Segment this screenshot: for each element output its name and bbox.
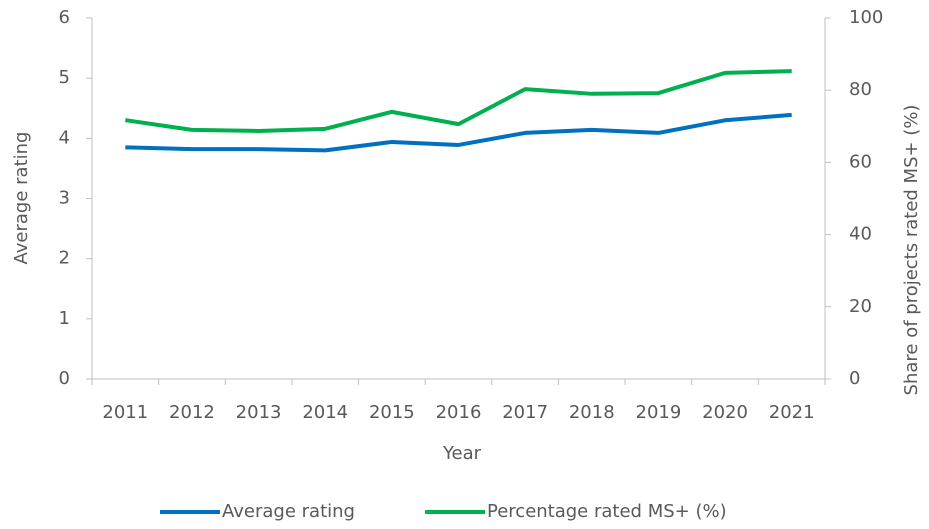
y-tick-label: 5 — [59, 67, 70, 88]
y-axis-label: Average rating — [11, 132, 32, 265]
series-line — [125, 69, 792, 133]
y-tick-label: 3 — [59, 188, 70, 209]
y-tick-label: 4 — [59, 127, 70, 148]
x-tick-label: 2011 — [102, 402, 148, 423]
series-line — [125, 112, 792, 153]
x-tick-label: 2014 — [302, 402, 348, 423]
y-tick-label: 2 — [59, 248, 70, 269]
x-tick-label: 2020 — [702, 402, 748, 423]
x-tick-label: 2018 — [569, 402, 615, 423]
y2-tick-label: 80 — [849, 79, 872, 100]
y2-axis-label: Share of projects rated MS+ (%) — [901, 105, 922, 396]
y2-tick-label: 20 — [849, 296, 872, 317]
y-tick-label: 0 — [59, 368, 70, 389]
y-tick-label: 1 — [59, 308, 70, 329]
x-tick-label: 2017 — [502, 402, 548, 423]
x-tick-label: 2013 — [236, 402, 282, 423]
legend-label: Percentage rated MS+ (%) — [487, 501, 727, 522]
x-axis-label: Year — [442, 443, 482, 464]
x-tick-label: 2012 — [169, 402, 215, 423]
x-tick-label: 2015 — [369, 402, 415, 423]
y2-tick-label: 60 — [849, 151, 872, 172]
y2-tick-label: 100 — [849, 7, 883, 28]
x-tick-label: 2021 — [769, 402, 815, 423]
legend-label: Average rating — [222, 501, 355, 522]
x-tick-label: 2016 — [436, 402, 482, 423]
y-tick-label: 6 — [59, 7, 70, 28]
x-tick-label: 2019 — [636, 402, 682, 423]
y2-tick-label: 0 — [849, 368, 860, 389]
y2-tick-label: 40 — [849, 224, 872, 245]
